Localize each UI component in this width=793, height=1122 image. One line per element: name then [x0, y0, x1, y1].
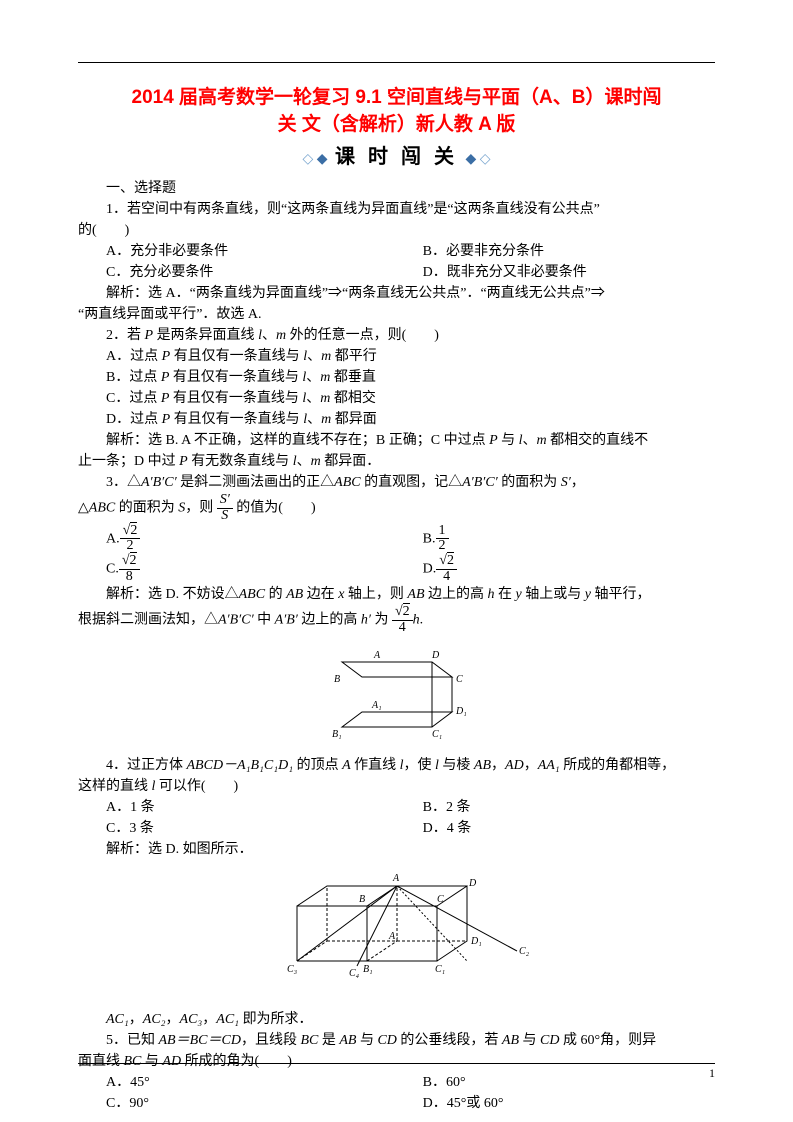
q1-options-row2: C．充分必要条件 D．既非充分又非必要条件	[78, 262, 715, 283]
svg-text:D₁: D₁	[455, 706, 467, 717]
q4-options-row1: A．1 条 B．2 条	[78, 797, 715, 818]
svg-text:D₁: D₁	[470, 936, 482, 947]
q3-stem-1: 3．△A′B′C′ 是斜二测画法画出的正△ABC 的直观图，记△A′B′C′ 的…	[78, 472, 715, 493]
q4-figure: A B C D A₁ B₁ C₁ D₁ C₂ C₃ C₄	[78, 866, 715, 1003]
q1-stem-2: 的( )	[78, 220, 715, 241]
diamond-fill-icon: ◆	[317, 152, 328, 167]
q3-optD: D.√24	[423, 554, 715, 584]
q2-optA: A．过点 P 有且仅有一条直线与 l、m 都平行	[78, 346, 715, 367]
q4-optD: D．4 条	[423, 818, 715, 839]
q5-options-row2: C．90° D．45°或 60°	[78, 1093, 715, 1114]
svg-text:D: D	[468, 878, 477, 889]
q2-optC: C．过点 P 有且仅有一条直线与 l、m 都相交	[78, 388, 715, 409]
svg-text:C: C	[456, 674, 463, 685]
q4-optB: B．2 条	[423, 797, 715, 818]
q2-optB: B．过点 P 有且仅有一条直线与 l、m 都垂直	[78, 367, 715, 388]
q3-stem-2: △ABC 的面积为 S，则 S′S 的值为( )	[78, 493, 715, 523]
doc-title-line1: 2014 届高考数学一轮复习 9.1 空间直线与平面（A、B）课时闯	[78, 85, 715, 112]
svg-text:C₄: C₄	[349, 968, 360, 979]
q3-options-row1: A.√22 B.12	[78, 524, 715, 554]
q1-optB: B．必要非充分条件	[423, 241, 715, 262]
q1-optA: A．充分非必要条件	[106, 241, 423, 262]
q3-exp-2: 根据斜二测画法知，△A′B′C′ 中 A′B′ 边上的高 h′ 为 √24h.	[78, 605, 715, 635]
bottom-rule	[78, 1063, 715, 1064]
q2-stem: 2．若 P 是两条异面直线 l、m 外的任意一点，则( )	[78, 325, 715, 346]
q5-options-row1: A．45° B．60°	[78, 1072, 715, 1093]
q4-options-row2: C．3 条 D．4 条	[78, 818, 715, 839]
q3-options-row2: C.√28 D.√24	[78, 554, 715, 584]
q4-tail: AC₁，AC₂，AC₃，AC₁ 即为所求．	[78, 1009, 715, 1030]
q1-exp-1: 解析：选 A．“两条直线为异面直线”⇒“两条直线无公共点”．“两直线无公共点”⇒	[78, 283, 715, 304]
subtitle-decor: ◇ ◆ 课 时 闯 关 ◆ ◇	[78, 142, 715, 172]
q5-optC: C．90°	[106, 1093, 423, 1114]
section-heading: 一、选择题	[78, 178, 715, 199]
diamond-fill-icon: ◆	[466, 152, 477, 167]
q3-optC: C.√28	[106, 554, 423, 584]
q5-stem-1: 5．已知 AB＝BC＝CD，且线段 BC 是 AB 与 CD 的公垂线段，若 A…	[78, 1030, 715, 1051]
diamond-outline-icon: ◇	[480, 152, 491, 167]
q3-optB: B.12	[423, 524, 715, 554]
q4-optC: C．3 条	[106, 818, 423, 839]
q1-options-row1: A．充分非必要条件 B．必要非充分条件	[78, 241, 715, 262]
diamond-outline-icon: ◇	[302, 152, 313, 167]
top-rule	[78, 62, 715, 63]
q5-stem-2: 面直线 BC 与 AD 所成的角为( )	[78, 1051, 715, 1072]
q5-optB: B．60°	[423, 1072, 715, 1093]
q3-figure: A B C D A₁ B₁ C₁ D₁	[78, 642, 715, 749]
page-number: 1	[709, 1064, 715, 1082]
frac-Sp-over-S: S′S	[217, 493, 233, 523]
svg-text:C₁: C₁	[435, 964, 445, 975]
svg-text:D: D	[431, 650, 440, 661]
svg-text:A: A	[392, 873, 400, 884]
q3-optA: A.√22	[106, 524, 423, 554]
q1-optC: C．充分必要条件	[106, 262, 423, 283]
q4-stem-2: 这样的直线 l 可以作( )	[78, 776, 715, 797]
svg-text:B: B	[334, 674, 340, 685]
q1-stem-1: 1．若空间中有两条直线，则“这两条直线为异面直线”是“这两条直线没有公共点”	[78, 199, 715, 220]
svg-text:A: A	[373, 650, 381, 661]
q1-optD: D．既非充分又非必要条件	[423, 262, 715, 283]
svg-text:B₁: B₁	[363, 964, 373, 975]
q4-optA: A．1 条	[106, 797, 423, 818]
doc-title-line2: 关 文（含解析）新人教 A 版	[78, 112, 715, 139]
q4-stem-1: 4．过正方体 ABCD－A₁B₁C₁D₁ 的顶点 A 作直线 l，使 l 与棱 …	[78, 755, 715, 776]
svg-text:C₃: C₃	[287, 964, 298, 975]
q5-optD: D．45°或 60°	[423, 1093, 715, 1114]
subtitle-label: 课 时 闯 关	[331, 146, 462, 168]
q3-exp-1: 解析：选 D. 不妨设△ABC 的 AB 边在 x 轴上，则 AB 边上的高 h…	[78, 584, 715, 605]
q2-optD: D．过点 P 有且仅有一条直线与 l、m 都异面	[78, 409, 715, 430]
q4-exp: 解析：选 D. 如图所示．	[78, 839, 715, 860]
svg-text:A₁: A₁	[388, 931, 399, 942]
svg-text:B: B	[359, 894, 365, 905]
q2-exp-1: 解析：选 B. A 不正确，这样的直线不存在；B 正确；C 中过点 P 与 l、…	[78, 430, 715, 451]
q5-optA: A．45°	[106, 1072, 423, 1093]
svg-text:C: C	[437, 894, 444, 905]
q1-exp-2: “两直线异面或平行”．故选 A.	[78, 304, 715, 325]
svg-text:C₂: C₂	[519, 946, 530, 957]
svg-text:B₁: B₁	[332, 729, 342, 740]
svg-text:C₁: C₁	[432, 729, 442, 740]
q2-exp-2: 止一条；D 中过 P 有无数条直线与 l、m 都异面．	[78, 451, 715, 472]
svg-text:A₁: A₁	[371, 700, 382, 711]
